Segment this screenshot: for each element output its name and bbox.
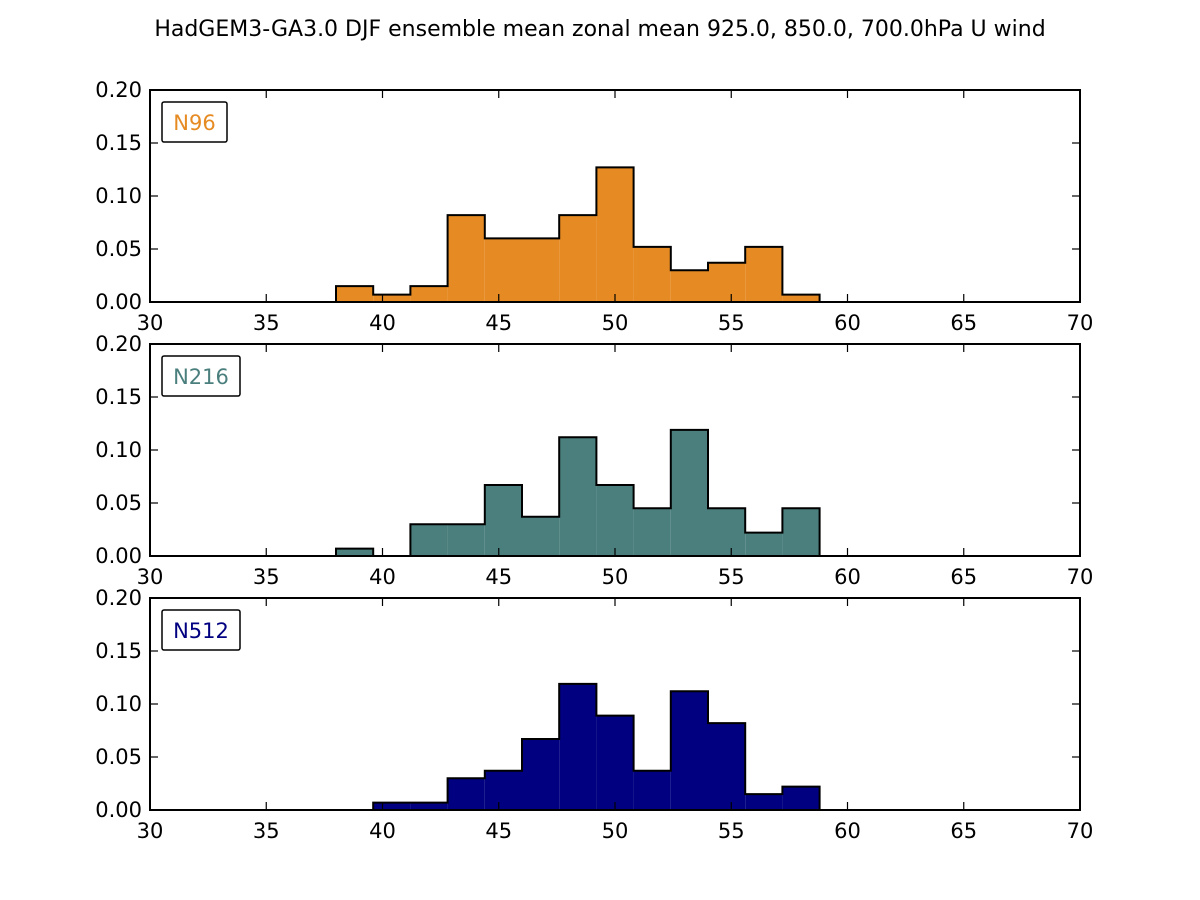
y-tick-label: 0.10 (95, 184, 142, 208)
histogram-bar (484, 238, 522, 302)
x-tick-label: 60 (834, 311, 861, 335)
y-tick-label: 0.00 (95, 544, 142, 568)
y-tick-label: 0.05 (95, 237, 142, 261)
x-tick-label: 45 (485, 311, 512, 335)
histogram-bar (596, 715, 634, 810)
histogram-bar (559, 215, 597, 302)
x-tick-label: 30 (137, 819, 164, 843)
histogram-bar (745, 246, 783, 302)
x-tick-label: 70 (1067, 819, 1094, 843)
histogram-bar (596, 484, 634, 556)
histogram-bar (708, 262, 746, 302)
y-tick-label: 0.10 (95, 692, 142, 716)
histogram-bar (447, 524, 485, 556)
x-tick-label: 70 (1067, 311, 1094, 335)
histogram-bar (336, 286, 374, 302)
histogram-bar (670, 429, 708, 556)
x-tick-label: 55 (718, 311, 745, 335)
legend-box (161, 609, 241, 651)
legend-box (161, 101, 228, 143)
x-tick-label: 45 (485, 565, 512, 589)
histogram-bar (633, 246, 671, 302)
y-tick-label: 0.10 (95, 438, 142, 462)
x-tick-label: 65 (950, 311, 977, 335)
histogram-outline (335, 166, 821, 302)
legend-label: N216 (173, 365, 229, 389)
histogram-bar (559, 683, 597, 810)
x-tick-label: 35 (253, 565, 280, 589)
histogram-bar (670, 270, 708, 302)
x-tick-label: 65 (950, 565, 977, 589)
histogram-bar (559, 437, 597, 556)
y-tick-label: 0.20 (95, 332, 142, 356)
x-tick-label: 60 (834, 819, 861, 843)
x-tick-label: 55 (718, 565, 745, 589)
panel-n96: 30 35 40 45 50 55 60 65 70 0.00 0.05 0.10 0.15 0.20 N9… (95, 78, 1093, 335)
histogram-bar (782, 508, 820, 556)
histogram-bar (708, 723, 746, 810)
x-tick-label: 40 (369, 565, 396, 589)
y-tick-label: 0.15 (95, 639, 142, 663)
y-tick-label: 0.20 (95, 586, 142, 610)
histogram-bar (745, 794, 783, 810)
x-tick-label: 40 (369, 311, 396, 335)
histogram-bar (522, 516, 560, 556)
histogram-bar (522, 738, 560, 810)
histogram-bar (670, 691, 708, 810)
x-tick-label: 35 (253, 819, 280, 843)
histogram-bar (373, 802, 411, 810)
x-tick-label: 50 (602, 819, 629, 843)
histogram-bar (782, 294, 820, 302)
x-tick-label: 45 (485, 819, 512, 843)
legend-label: N512 (173, 619, 229, 643)
panel-n216: 30 35 40 45 50 55 60 65 70 0.00 0.05 0.10 0.15 0.20 N2… (95, 332, 1093, 589)
legend-box (161, 355, 241, 397)
y-tick-label: 0.15 (95, 131, 142, 155)
x-tick-label: 60 (834, 565, 861, 589)
histogram-outline (372, 682, 821, 810)
y-tick-label: 0.15 (95, 385, 142, 409)
x-tick-label: 30 (137, 311, 164, 335)
histogram-bar (633, 508, 671, 556)
histogram-bar (596, 167, 634, 302)
histogram-bar (447, 778, 485, 810)
y-tick-label: 0.00 (95, 798, 142, 822)
x-tick-label: 65 (950, 819, 977, 843)
panel-n512: 30 35 40 45 50 55 60 65 70 0.00 0.05 0.10 0.15 0.20 N5… (95, 586, 1093, 843)
y-tick-label: 0.05 (95, 745, 142, 769)
y-tick-label: 0.05 (95, 491, 142, 515)
histogram-bar (745, 532, 783, 556)
histogram-bar (522, 238, 560, 302)
histogram-bar (447, 215, 485, 302)
x-tick-label: 30 (137, 565, 164, 589)
y-tick-label: 0.20 (95, 78, 142, 102)
histogram-bar (410, 286, 448, 302)
histogram-bar (373, 294, 411, 302)
x-tick-label: 50 (602, 311, 629, 335)
histogram-bar (484, 770, 522, 810)
y-tick-label: 0.00 (95, 290, 142, 314)
x-tick-label: 50 (602, 565, 629, 589)
x-tick-label: 40 (369, 819, 396, 843)
histogram-bar (484, 484, 522, 556)
figure-title: HadGEM3-GA3.0 DJF ensemble mean zonal me… (154, 17, 1045, 42)
histogram-bar (410, 802, 448, 810)
histogram-bar (708, 508, 746, 556)
x-tick-label: 70 (1067, 565, 1094, 589)
x-tick-label: 35 (253, 311, 280, 335)
legend-label: N96 (173, 111, 215, 135)
x-tick-label: 55 (718, 819, 745, 843)
histogram-outline (335, 428, 821, 557)
histogram-bar (782, 786, 820, 810)
panels-group: 30 35 40 45 50 55 60 65 70 0.00 0.05 0.10 0.15 0.20 N9… (95, 78, 1093, 843)
histogram-bar (410, 524, 448, 556)
histogram-bar (336, 548, 374, 556)
histogram-bar (633, 770, 671, 810)
